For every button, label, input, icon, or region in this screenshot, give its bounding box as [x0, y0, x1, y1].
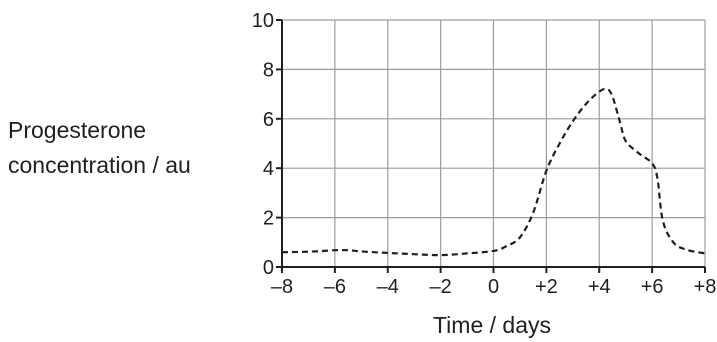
progesterone-line	[281, 87, 706, 257]
x-tick-label: –2	[430, 276, 452, 298]
x-tick-label: +4	[588, 276, 611, 298]
y-axis-title-line-1: Progesterone	[8, 117, 146, 143]
x-axis-title: Time / days	[433, 312, 551, 338]
y-tick-label: 8	[263, 59, 274, 81]
y-tick-label: 2	[263, 208, 274, 230]
series-layer	[281, 87, 706, 257]
y-tick-label: 10	[252, 10, 274, 32]
x-tick-label: +2	[535, 276, 558, 298]
y-tick-labels: 0 2 4 6 8 10	[252, 10, 274, 279]
y-tick-label: 0	[263, 257, 274, 279]
x-tick-label: –6	[324, 276, 346, 298]
y-axis-title-line-2: concentration / au	[8, 152, 191, 178]
x-tick-label: –4	[377, 276, 399, 298]
gridlines	[282, 19, 706, 267]
x-tick-label: –8	[271, 276, 293, 298]
x-tick-label: +6	[641, 276, 664, 298]
x-tick-label: +8	[694, 276, 717, 298]
y-tick-label: 4	[263, 158, 274, 180]
axes	[276, 19, 706, 273]
x-tick-labels: –8 –6 –4 –2 0 +2 +4 +6 +8	[271, 276, 717, 298]
x-tick-label: 0	[488, 276, 499, 298]
y-tick-label: 6	[263, 109, 274, 131]
